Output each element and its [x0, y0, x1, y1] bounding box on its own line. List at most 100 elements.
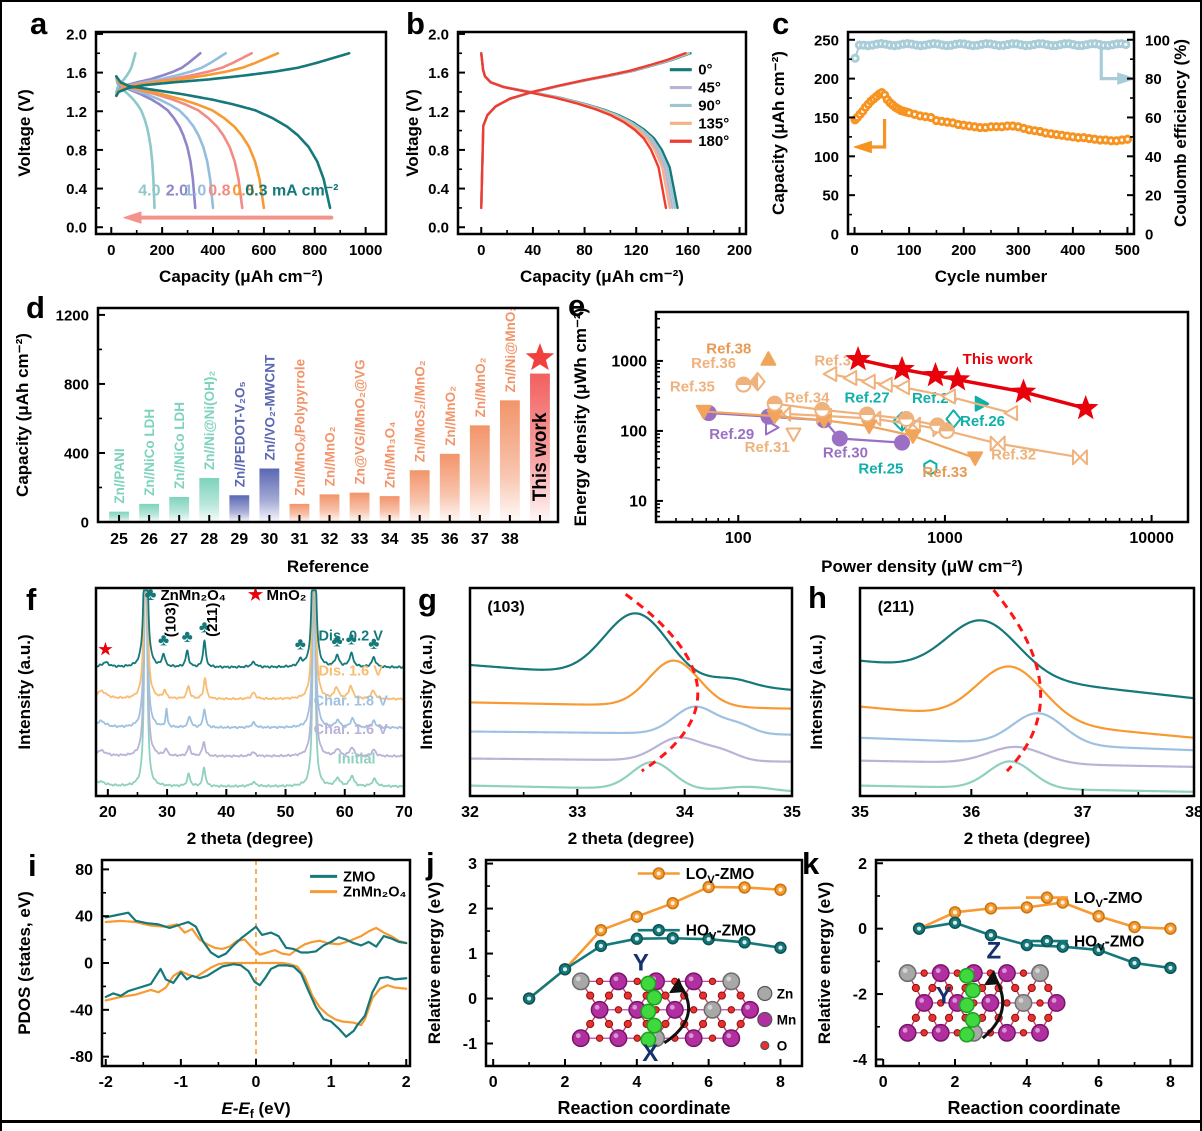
svg-text:★: ★ [98, 641, 113, 658]
svg-text:Voltage (V): Voltage (V) [403, 89, 422, 177]
series-Ref.36: Ref.36 [691, 355, 766, 392]
svg-text:2: 2 [951, 1074, 960, 1091]
svg-text:Zn//VO₂-MWCNT: Zn//VO₂-MWCNT [262, 354, 277, 460]
svg-text:E-Ef (eV): E-Ef (eV) [221, 1099, 290, 1121]
panel-d-svg: Zn//PANI Zn//NiCo LDH Zn//NiCo LDH Zn//Ni@N… [13, 306, 560, 576]
svg-text:Y: Y [633, 949, 649, 976]
svg-text:37: 37 [471, 531, 489, 548]
svg-text:90°: 90° [698, 97, 721, 114]
svg-text:0.0: 0.0 [428, 220, 449, 237]
axes: 0 200 400 600 800 1000 0.0 0.4 0.8 1.2 1.6 2.0 [66, 26, 388, 259]
svg-text:1: 1 [468, 946, 477, 963]
series-HOV-ZMO [522, 932, 787, 1005]
crystal-structure-inset: ZY [898, 937, 1066, 1043]
svg-text:30: 30 [158, 804, 176, 821]
svg-text:100: 100 [1145, 32, 1170, 49]
svg-text:400: 400 [201, 242, 226, 259]
svg-text:Zn//MnO₂: Zn//MnO₂ [323, 426, 338, 486]
svg-text:0.4: 0.4 [66, 181, 88, 198]
svg-text:27: 27 [170, 531, 188, 548]
svg-text:HOV-ZMO: HOV-ZMO [686, 923, 756, 943]
svg-text:Ref.30: Ref.30 [823, 445, 868, 462]
svg-text:36: 36 [962, 804, 980, 821]
svg-text:2: 2 [402, 1074, 411, 1091]
svg-text:Ref.33: Ref.33 [922, 464, 967, 481]
svg-text:10000: 10000 [1129, 530, 1174, 547]
panel-b-angle-gcd-chart: 0 40 80 120 160 200 0.0 0.4 0.8 1.2 1.6 2.0 0° 45° 90°… [402, 6, 766, 290]
svg-text:40: 40 [217, 804, 235, 821]
svg-text:400: 400 [1060, 242, 1085, 259]
svg-text:80: 80 [75, 862, 93, 879]
svg-text:1: 1 [327, 1074, 336, 1091]
bar-33 [349, 492, 370, 522]
series-HOV-ZMO [912, 916, 1177, 975]
panel-letter-f: f [26, 582, 37, 617]
axes: -2 -1 0 1 2 -80 -40 0 40 80 [70, 858, 412, 1091]
svg-text:♣: ♣ [182, 627, 193, 646]
bar-34 [379, 496, 400, 522]
svg-text:0.4: 0.4 [428, 181, 450, 198]
svg-text:Intensity (a.u.): Intensity (a.u.) [15, 634, 34, 749]
svg-text:Zn@VG//MnO₂@VG: Zn@VG//MnO₂@VG [353, 359, 368, 484]
svg-text:250: 250 [814, 32, 839, 49]
series-This work: This work [845, 346, 1099, 420]
svg-text:2 theta (degree): 2 theta (degree) [964, 829, 1091, 848]
svg-text:Zn//PEDOT-V₂O₅: Zn//PEDOT-V₂O₅ [232, 381, 247, 487]
svg-text:1000: 1000 [927, 530, 963, 547]
svg-text:-4: -4 [853, 1052, 867, 1069]
svg-text:400: 400 [64, 445, 89, 462]
panel-letter-b: b [406, 6, 425, 41]
panel-letter-e: e [568, 288, 586, 323]
svg-text:6: 6 [704, 1074, 713, 1091]
svg-text:30: 30 [260, 531, 278, 548]
svg-text:1200: 1200 [56, 307, 89, 324]
panel-b-svg: 0 40 80 120 160 200 0.0 0.4 0.8 1.2 1.6 2.0 0°45°90°… [403, 26, 752, 286]
series-Ref.25: Ref.25 [858, 459, 938, 478]
legend: 0°45°90°135°180° [669, 62, 729, 150]
svg-text:32: 32 [321, 531, 339, 548]
svg-text:♣: ♣ [295, 634, 306, 653]
svg-text:3: 3 [468, 856, 477, 873]
svg-text:180°: 180° [698, 133, 729, 150]
svg-text:20: 20 [1145, 188, 1162, 205]
svg-text:Zn//PANI: Zn//PANI [112, 448, 127, 503]
svg-text:This work: This work [963, 351, 1034, 368]
svg-text:(211): (211) [878, 599, 914, 616]
panel-e-ragone-plot: Ref.25 Ref.26 Ref.27 Ref.28 Ref.29 Ref.30 Ref.… [566, 290, 1200, 586]
peak-shift-guide [992, 589, 1043, 773]
svg-text:Char. 1.6 V: Char. 1.6 V [314, 722, 388, 738]
svg-text:Relative energy (eV): Relative energy (eV) [425, 882, 444, 1045]
svg-text:Cycle number: Cycle number [935, 267, 1048, 286]
svg-text:Zn//Ni@Ni(OH)₂: Zn//Ni@Ni(OH)₂ [202, 371, 217, 470]
svg-text:0.8: 0.8 [428, 142, 449, 159]
svg-text:8: 8 [776, 1074, 785, 1091]
axes: 0 2 4 6 8 -4 -2 0 2 [853, 856, 1194, 1091]
svg-text:Ref.27: Ref.27 [845, 390, 890, 407]
svg-text:200: 200 [727, 242, 752, 259]
svg-text:100: 100 [897, 242, 922, 259]
series-coulomb-efficiency [850, 39, 1131, 63]
svg-text:♣: ♣ [199, 617, 210, 636]
ce-axis-arrow [1099, 46, 1120, 81]
panel-c-cycling-chart: 0 100 200 300 400 500 0 50 100 150 200 250 0 20 40 60 80… [766, 6, 1200, 290]
panel-f-xrd-chart: ♣ ♣ ♣ ♣ ♣ ♣ ♣ ★ (103) (211) ♣ ZnMn₂O₄ ★ MnO₂ Dis. 0.2 … [10, 578, 412, 848]
svg-text:26: 26 [140, 531, 158, 548]
svg-text:LOV-ZMO: LOV-ZMO [686, 866, 755, 886]
svg-text:Char. 1.8 V: Char. 1.8 V [314, 693, 388, 709]
svg-text:2: 2 [468, 901, 477, 918]
bar-38 [499, 400, 520, 522]
series-Ref.34: Ref.34 [766, 390, 955, 439]
series-Ref.31: Ref.31 [745, 427, 802, 456]
svg-text:Ref.31: Ref.31 [745, 439, 790, 456]
svg-text:120: 120 [624, 242, 649, 259]
svg-text:Zn: Zn [777, 986, 794, 1001]
svg-text:100: 100 [725, 530, 752, 547]
svg-text:(103): (103) [487, 599, 524, 616]
svg-text:ZnMn₂O₄: ZnMn₂O₄ [343, 885, 406, 901]
svg-text:33: 33 [568, 804, 586, 821]
series-capacity [850, 88, 1133, 146]
svg-text:34: 34 [676, 804, 694, 821]
svg-text:Dis. 0.2 V: Dis. 0.2 V [318, 628, 383, 644]
